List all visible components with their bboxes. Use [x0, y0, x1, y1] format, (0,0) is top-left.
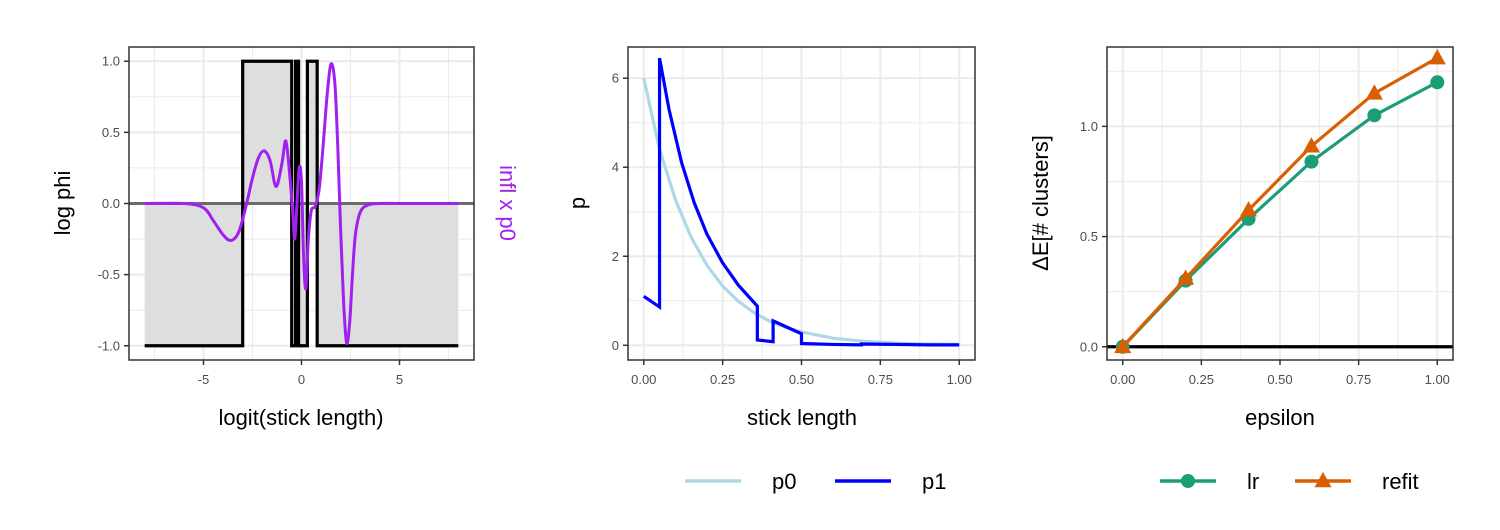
log-phi-step-line [144, 59, 459, 348]
x-tick-label: 1.00 [947, 372, 972, 387]
y-tick-label: -0.5 [98, 267, 120, 282]
y-tick-label: 0.5 [102, 125, 120, 140]
panel-2-gridlines [628, 47, 975, 360]
panel-1-right-axis-label: infl x p0 [495, 165, 520, 241]
data-point-lr [1367, 108, 1382, 123]
x-tick-label: -5 [198, 372, 210, 387]
x-tick-label: 1.00 [1425, 372, 1450, 387]
data-point-refit [1177, 269, 1195, 285]
legend-label-p1: p1 [922, 469, 946, 494]
panel-1: -5 0 5 -1.0 -0.5 0.0 0.5 1.0 logit(stick length… [50, 46, 520, 430]
series-refit [1114, 49, 1446, 354]
legend-key-marker-refit [1314, 472, 1332, 488]
y-tick-label: 4 [612, 160, 619, 175]
panel-3-y-axis-label: ΔE[# clusters] [1028, 135, 1053, 271]
x-tick-label: 0 [298, 372, 305, 387]
legend-label-p0: p0 [772, 469, 796, 494]
series-line-p0 [642, 77, 960, 347]
panel-1-x-axis-label: logit(stick length) [218, 405, 383, 430]
data-point-refit [1239, 201, 1258, 217]
panel-3-gridlines [1107, 47, 1453, 360]
y-tick-label: 2 [612, 249, 619, 264]
panel-2-x-axis-label: stick length [747, 405, 857, 430]
legend-item-refit: refit [1295, 469, 1419, 494]
panel-3-data [1107, 49, 1453, 354]
x-tick-label: 5 [396, 372, 403, 387]
legend-key-marker-lr [1181, 474, 1195, 488]
x-tick-label: 0.25 [710, 372, 735, 387]
data-point-refit [1428, 49, 1446, 65]
legend-item-lr: lr [1160, 469, 1259, 494]
legend-label-refit: refit [1382, 469, 1419, 494]
panel-2-legend: p0 p1 [685, 469, 946, 494]
series-line-p1 [642, 57, 960, 347]
panel-1-ticks: -5 0 5 -1.0 -0.5 0.0 0.5 1.0 [98, 54, 404, 387]
panel-3-x-axis-label: epsilon [1245, 405, 1315, 430]
y-tick-label: 0 [612, 338, 619, 353]
panel-2-data [642, 57, 960, 347]
series-line-refit [1121, 56, 1439, 348]
panel-1-data [129, 59, 474, 348]
legend-item-p1: p1 [835, 469, 946, 494]
panel-2-y-axis-label: p [565, 197, 590, 209]
y-tick-label: 0.0 [102, 196, 120, 211]
y-tick-label: -1.0 [98, 338, 120, 353]
y-tick-label: 6 [612, 71, 619, 86]
influence-curve [144, 62, 459, 346]
panel-2-ticks: 0.00 0.25 0.50 0.75 1.00 0 2 4 6 [612, 71, 972, 387]
panel-1-y-axis-label: log phi [50, 171, 75, 236]
x-tick-label: 0.50 [789, 372, 814, 387]
x-tick-label: 0.75 [1346, 372, 1371, 387]
data-point-refit [1302, 137, 1321, 153]
panel-3-legend: lr refit [1160, 469, 1419, 494]
data-point-lr [1304, 154, 1319, 169]
legend-label-lr: lr [1247, 469, 1259, 494]
y-tick-label: 0.5 [1080, 229, 1098, 244]
x-tick-label: 0.00 [1110, 372, 1135, 387]
log-phi-shaded-area [144, 61, 459, 346]
panel-3-ticks: 0.00 0.25 0.50 0.75 1.00 0.0 0.5 1.0 [1080, 119, 1450, 387]
x-tick-label: 0.25 [1189, 372, 1214, 387]
x-tick-label: 0.75 [868, 372, 893, 387]
legend-item-p0: p0 [685, 469, 796, 494]
x-tick-label: 0.00 [631, 372, 656, 387]
y-tick-label: 0.0 [1080, 339, 1098, 354]
data-point-refit [1114, 337, 1132, 354]
x-tick-label: 0.50 [1267, 372, 1292, 387]
y-tick-label: 1.0 [102, 54, 120, 69]
data-point-refit [1365, 84, 1383, 100]
data-point-lr [1430, 75, 1445, 90]
y-tick-label: 1.0 [1080, 119, 1098, 134]
panel-3: 0.00 0.25 0.50 0.75 1.00 0.0 0.5 1.0 epsilon ΔE… [1028, 46, 1454, 494]
